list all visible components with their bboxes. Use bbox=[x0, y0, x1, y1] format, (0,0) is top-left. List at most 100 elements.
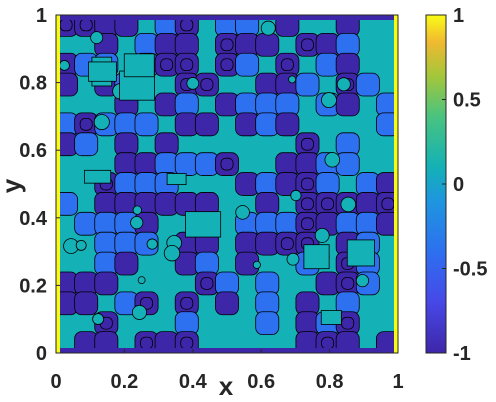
boundary-band bbox=[394, 15, 398, 353]
contour-band bbox=[114, 132, 139, 157]
y-tick-label: 1 bbox=[36, 5, 47, 27]
contour-band bbox=[275, 211, 300, 236]
contour-line bbox=[186, 77, 200, 90]
x-tick-label: 0.8 bbox=[316, 371, 344, 393]
contour-band bbox=[194, 152, 219, 176]
contour-line bbox=[163, 244, 181, 262]
colorbar-tick-label: -0.5 bbox=[453, 259, 487, 281]
colorbar-tick-label: 0 bbox=[453, 174, 464, 196]
contour-line bbox=[324, 152, 341, 168]
contour-band bbox=[194, 112, 219, 137]
contour-band bbox=[174, 92, 199, 117]
contour-line bbox=[341, 277, 355, 290]
contour-band bbox=[134, 32, 159, 57]
contour-band bbox=[94, 211, 119, 236]
contour-line bbox=[301, 38, 314, 52]
contour-line bbox=[286, 252, 300, 266]
contour-band bbox=[275, 72, 300, 97]
contour-band bbox=[275, 52, 300, 77]
contour-band bbox=[235, 231, 260, 256]
contour-band bbox=[154, 192, 179, 216]
contour-band bbox=[154, 52, 179, 77]
contour-band bbox=[134, 152, 159, 176]
contour-band bbox=[114, 231, 139, 256]
contour-band bbox=[215, 32, 239, 57]
contour-band bbox=[335, 92, 360, 117]
contour-band bbox=[335, 32, 360, 57]
contour-band bbox=[94, 271, 119, 296]
contour-band bbox=[174, 331, 199, 353]
contour-band bbox=[335, 132, 360, 157]
contour-line bbox=[75, 239, 87, 251]
contour-band bbox=[154, 152, 179, 176]
contour-line bbox=[290, 189, 302, 202]
contour-band bbox=[315, 172, 340, 196]
contour-line bbox=[180, 296, 194, 310]
contour-band bbox=[355, 211, 380, 236]
x-tick-label: 0.4 bbox=[179, 371, 208, 393]
contour-band bbox=[255, 192, 280, 216]
contour-line bbox=[280, 58, 294, 72]
contour-band bbox=[275, 231, 300, 256]
contour-band bbox=[255, 72, 280, 97]
contour-band bbox=[375, 331, 398, 353]
contour-band bbox=[56, 15, 398, 20]
contour-line bbox=[320, 310, 342, 325]
x-tick-label: 0.2 bbox=[110, 371, 138, 393]
contour-line bbox=[220, 157, 234, 171]
contour-band bbox=[56, 348, 398, 353]
contour-line bbox=[280, 237, 294, 250]
contour-line bbox=[355, 274, 370, 288]
contour-band bbox=[335, 152, 360, 176]
contour-band bbox=[355, 72, 380, 97]
contour-line bbox=[166, 173, 187, 186]
x-axis: 0 0.2 0.4 0.6 0.8 1 bbox=[50, 349, 404, 393]
contour-band bbox=[194, 251, 219, 276]
contour-band bbox=[94, 251, 119, 276]
y-tick-label: 0 bbox=[36, 343, 47, 365]
contour-line bbox=[185, 211, 222, 238]
contour-line bbox=[314, 227, 330, 243]
contour-band bbox=[94, 231, 119, 256]
contour-band bbox=[235, 32, 260, 57]
contour-band bbox=[295, 211, 320, 236]
contour-band bbox=[215, 52, 239, 77]
contour-line bbox=[131, 304, 147, 320]
contour-band bbox=[154, 132, 179, 157]
contour-band bbox=[355, 172, 380, 196]
contour-line bbox=[340, 196, 357, 213]
contour-line bbox=[301, 137, 314, 151]
contour-band bbox=[275, 112, 300, 137]
contour-band bbox=[295, 152, 320, 176]
plot-frame bbox=[55, 14, 399, 354]
contour-band bbox=[174, 152, 199, 176]
colorbar-tick-label: 1 bbox=[453, 5, 464, 27]
colorbar-tick-label: 0.5 bbox=[453, 90, 481, 112]
contour-band bbox=[215, 291, 239, 316]
contour-band bbox=[275, 92, 300, 117]
contour-band bbox=[315, 52, 340, 77]
contour-band bbox=[335, 52, 360, 77]
contour-band bbox=[315, 192, 340, 216]
contour-line bbox=[137, 276, 146, 285]
contour-band bbox=[235, 172, 260, 196]
x-tick-label: 0.6 bbox=[247, 371, 275, 393]
contour-line bbox=[346, 239, 375, 267]
contour-band bbox=[174, 112, 199, 137]
contour-band bbox=[74, 211, 99, 236]
contour-line bbox=[336, 77, 351, 92]
contour-band bbox=[215, 152, 239, 176]
boundary-band bbox=[56, 15, 60, 353]
colorbar-tick-label: -1 bbox=[453, 343, 471, 365]
contour-band bbox=[295, 291, 320, 316]
contour-line bbox=[146, 238, 158, 250]
contour-band bbox=[134, 172, 159, 196]
contour-band bbox=[275, 152, 300, 176]
contour-band bbox=[74, 132, 99, 157]
contour-band bbox=[335, 331, 360, 353]
contour-band bbox=[235, 92, 260, 117]
contour-band bbox=[315, 271, 340, 296]
contour-band bbox=[74, 291, 99, 316]
